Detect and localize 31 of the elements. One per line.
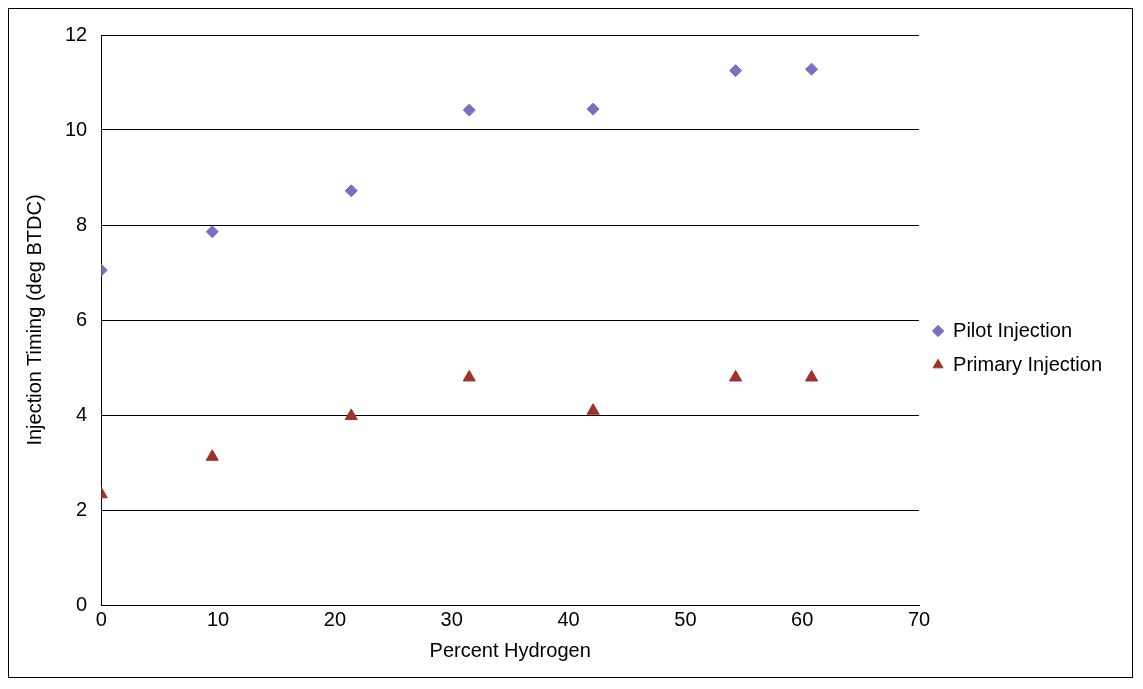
point — [205, 449, 219, 461]
point — [344, 408, 358, 420]
point — [805, 369, 819, 382]
y-axis-title: Injection Timing (deg BTDC) — [22, 194, 45, 446]
x-axis-title: Percent Hydrogen — [429, 638, 591, 661]
x-tick-label: 20 — [323, 607, 347, 630]
x-tick-label: 60 — [791, 607, 814, 630]
point — [586, 403, 600, 415]
y-tick-label: 6 — [76, 307, 88, 330]
legend-label: Primary Injection — [953, 352, 1102, 375]
point — [729, 369, 743, 382]
point — [344, 184, 358, 198]
y-tick-label: 12 — [65, 22, 88, 45]
point — [805, 62, 819, 76]
legend-label: Pilot Injection — [953, 318, 1073, 341]
point — [586, 102, 600, 116]
x-tick-label: 30 — [440, 607, 463, 630]
x-tick-label: 70 — [907, 607, 931, 630]
x-tick-label: 10 — [206, 607, 230, 630]
x-tick-label: 0 — [95, 607, 107, 630]
x-tick-label: 50 — [674, 607, 697, 630]
y-tick-label: 2 — [76, 497, 88, 520]
y-tick-label: 0 — [76, 592, 88, 615]
y-tick-label: 10 — [65, 117, 88, 140]
point — [205, 225, 219, 239]
y-tick-label: 4 — [76, 402, 88, 425]
point — [729, 64, 743, 78]
y-tick-label: 8 — [76, 212, 88, 235]
point — [462, 369, 476, 382]
x-tick-label: 40 — [557, 607, 580, 630]
point — [462, 103, 476, 117]
